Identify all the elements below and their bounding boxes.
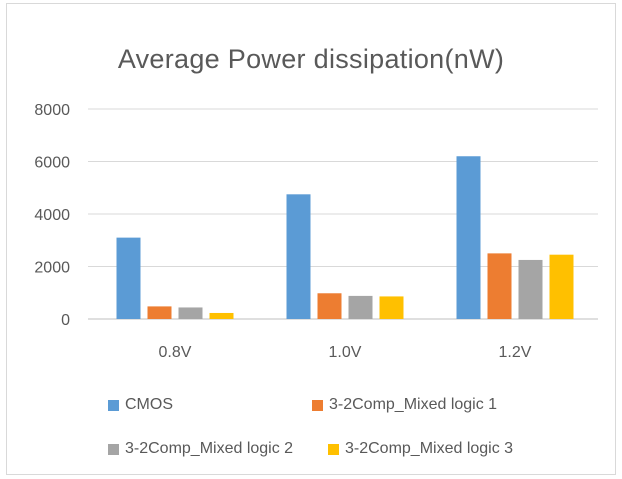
y-tick-label: 8000 (34, 102, 70, 119)
x-tick-label: 1.0V (329, 344, 362, 361)
bar (549, 254, 574, 319)
x-tick-label: 0.8V (159, 344, 192, 361)
bar (286, 194, 311, 319)
chart-title: Average Power dissipation(nW) (117, 44, 505, 74)
bar (379, 296, 404, 319)
x-tick-label: 1.2V (499, 344, 532, 361)
bar (487, 253, 512, 319)
y-tick-label: 2000 (34, 260, 70, 277)
bar (147, 306, 172, 319)
bar (178, 307, 203, 319)
bar (116, 237, 141, 319)
bar (209, 312, 234, 319)
bar (317, 293, 342, 319)
y-tick-label: 6000 (34, 155, 70, 172)
chart-frame (6, 3, 616, 475)
y-tick-label: 4000 (34, 207, 70, 224)
y-tick-label: 0 (61, 312, 70, 329)
bar (348, 295, 373, 319)
bar (518, 259, 543, 319)
bar (456, 156, 481, 319)
